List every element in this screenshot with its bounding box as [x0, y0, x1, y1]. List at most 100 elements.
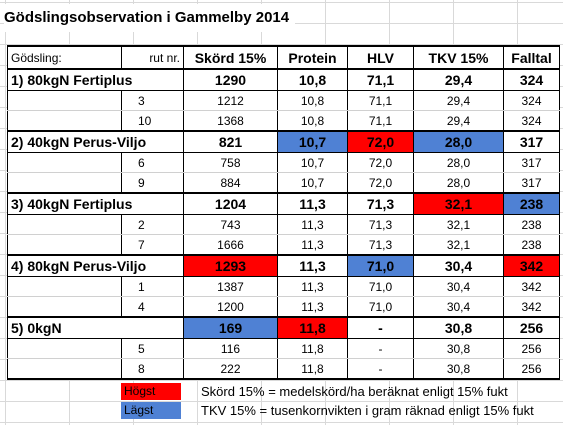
group-row: 2) 40kgN Perus-Viljo 821 10,7 72,0 28,0 … — [7, 130, 560, 153]
falltal-cell: 342 — [503, 296, 560, 318]
hlv-cell-lowest: 71,0 — [347, 254, 414, 277]
falltal-cell: 324 — [503, 110, 560, 132]
skord-cell: 743 — [183, 214, 278, 235]
skord-note: Skörd 15% = medelskörd/ha beräknat enlig… — [201, 384, 508, 399]
hlv-cell: 71,0 — [347, 296, 414, 318]
protein-cell: 11,3 — [277, 234, 348, 256]
protein-cell: 10,8 — [277, 90, 348, 111]
hlv-cell-highest: 72,0 — [347, 130, 414, 153]
rut-cell: 2 — [121, 214, 184, 235]
protein-cell: 11,8 — [277, 338, 348, 359]
protein-cell: 11,3 — [277, 276, 348, 297]
tkv-cell: 32,1 — [413, 214, 504, 235]
skord-cell: 1204 — [183, 192, 278, 215]
tkv-cell: 29,4 — [413, 110, 504, 132]
hlv-cell: 72,0 — [347, 152, 414, 173]
table-row: 7 1666 11,3 71,3 32,1 238 — [7, 234, 560, 256]
blank-cell — [7, 338, 122, 359]
protein-cell: 11,3 — [277, 296, 348, 318]
tkv-cell: 30,4 — [413, 296, 504, 318]
rut-cell: 5 — [121, 338, 184, 359]
blank-cell — [7, 172, 122, 194]
falltal-cell: 256 — [503, 338, 560, 359]
tkv-cell: 30,8 — [413, 316, 504, 339]
table-row: 2 743 11,3 71,3 32,1 238 — [7, 214, 560, 235]
skord-cell: 1290 — [183, 68, 278, 91]
skord-cell: 1200 — [183, 296, 278, 318]
rut-cell: 4 — [121, 296, 184, 318]
protein-cell: 11,3 — [277, 254, 348, 277]
falltal-cell: 317 — [503, 130, 560, 153]
protein-cell-highest: 11,8 — [277, 316, 348, 339]
page-title: Gödslingsobservation i Gammelby 2014 — [4, 4, 296, 32]
protein-cell: 10,8 — [277, 110, 348, 132]
blank-cell — [7, 214, 122, 235]
blank-cell — [7, 90, 122, 111]
rut-cell: 9 — [121, 172, 184, 194]
blank-cell — [7, 276, 122, 297]
hlv-header: HLV — [347, 45, 414, 70]
falltal-cell: 317 — [503, 172, 560, 194]
blank-cell — [7, 110, 122, 132]
protein-cell: 10,8 — [277, 68, 348, 91]
header-row: Gödsling: rut nr. Skörd 15% Protein HLV … — [7, 45, 560, 70]
falltal-cell: 324 — [503, 90, 560, 111]
group-name: 1) 80kgN Fertiplus — [7, 68, 184, 91]
falltal-cell-highest: 342 — [503, 254, 560, 277]
blank-cell — [7, 296, 122, 318]
tkv-header: TKV 15% — [413, 45, 504, 70]
group-name: 3) 40kgN Fertiplus — [7, 192, 184, 215]
falltal-cell-lowest: 238 — [503, 192, 560, 215]
tkv-cell: 32,1 — [413, 234, 504, 256]
group-name: 4) 80kgN Perus-Viljo — [7, 254, 184, 277]
skord-cell: 116 — [183, 338, 278, 359]
protein-cell: 11,8 — [277, 358, 348, 380]
falltal-cell: 256 — [503, 316, 560, 339]
tkv-cell: 28,0 — [413, 172, 504, 194]
table-row: 6 758 10,7 72,0 28,0 317 — [7, 152, 560, 173]
hlv-cell: 71,1 — [347, 110, 414, 132]
skord-cell-lowest: 169 — [183, 316, 278, 339]
rut-cell: 10 — [121, 110, 184, 132]
group-row: 5) 0kgN 169 11,8 - 30,8 256 — [7, 316, 560, 339]
observation-table: Gödsling: rut nr. Skörd 15% Protein HLV … — [7, 45, 560, 380]
rut-cell: 7 — [121, 234, 184, 256]
blank-cell — [7, 152, 122, 173]
tkv-cell-highest: 32,1 — [413, 192, 504, 215]
table-row: 9 884 10,7 72,0 28,0 317 — [7, 172, 560, 194]
rut-cell: 6 — [121, 152, 184, 173]
falltal-cell: 238 — [503, 214, 560, 235]
skord-cell: 1387 — [183, 276, 278, 297]
rut-cell: 1 — [121, 276, 184, 297]
skord-cell-highest: 1293 — [183, 254, 278, 277]
hlv-cell: - — [347, 338, 414, 359]
tkv-cell-lowest: 28,0 — [413, 130, 504, 153]
godsling-header: Gödsling: — [7, 45, 122, 70]
group-name: 5) 0kgN — [7, 316, 184, 339]
rut-cell: 3 — [121, 90, 184, 111]
tkv-cell: 30,8 — [413, 358, 504, 380]
low-swatch: Lägst — [121, 402, 181, 419]
hlv-cell: 71,1 — [347, 90, 414, 111]
skord-cell: 1666 — [183, 234, 278, 256]
skord-cell: 222 — [183, 358, 278, 380]
tkv-cell: 29,4 — [413, 68, 504, 91]
skord-header: Skörd 15% — [183, 45, 278, 70]
group-name: 2) 40kgN Perus-Viljo — [7, 130, 184, 153]
rut-cell: 8 — [121, 358, 184, 380]
falltal-cell: 317 — [503, 152, 560, 173]
table-row: 5 116 11,8 - 30,8 256 — [7, 338, 560, 359]
skord-cell: 1212 — [183, 90, 278, 111]
protein-header: Protein — [277, 45, 348, 70]
falltal-cell: 238 — [503, 234, 560, 256]
tkv-cell: 30,4 — [413, 254, 504, 277]
tkv-cell: 30,8 — [413, 338, 504, 359]
tkv-cell: 28,0 — [413, 152, 504, 173]
protein-cell: 11,3 — [277, 192, 348, 215]
falltal-header: Falltal — [503, 45, 560, 70]
protein-cell-lowest: 10,7 — [277, 130, 348, 153]
table-row: 8 222 11,8 - 30,8 256 — [7, 358, 560, 380]
hlv-cell: 71,3 — [347, 214, 414, 235]
table-row: 10 1368 10,8 71,1 29,4 324 — [7, 110, 560, 132]
falltal-cell: 256 — [503, 358, 560, 380]
